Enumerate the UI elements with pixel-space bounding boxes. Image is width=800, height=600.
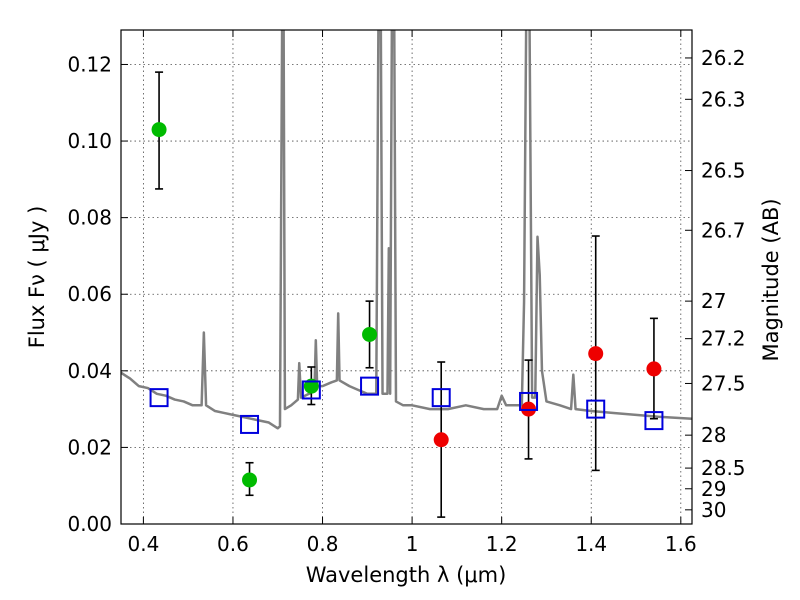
- y-tick-label: 0.00: [67, 512, 112, 536]
- mag-tick-label: 28.5: [701, 456, 746, 480]
- mag-tick-label: 28: [701, 423, 726, 447]
- y-tick-label: 0.12: [67, 52, 112, 76]
- green-data-point: [151, 122, 167, 138]
- x-tick-label: 0.4: [127, 532, 159, 556]
- y-tick-label: 0.02: [67, 435, 112, 459]
- green-data-point: [362, 326, 378, 342]
- red-data-point: [588, 346, 604, 362]
- mag-tick-label: 27: [701, 289, 726, 313]
- mag-tick-label: 29: [701, 477, 726, 501]
- y-tick-label: 0.10: [67, 129, 112, 153]
- y2-axis-title: Magnitude (AB): [759, 198, 783, 361]
- photometry-square-point: [644, 411, 664, 431]
- mag-tick-label: 27.2: [701, 327, 746, 351]
- mag-tick-label: 26.7: [701, 218, 746, 242]
- photometry-square-point: [519, 391, 539, 411]
- photometry-square-point: [586, 399, 606, 419]
- mag-tick-label: 26.3: [701, 87, 746, 111]
- mag-tick-label: 26.2: [701, 46, 746, 70]
- y-tick-label: 0.08: [67, 206, 112, 230]
- x-tick-label: 1.6: [665, 532, 697, 556]
- x-axis-title: Wavelength λ (μm): [306, 563, 507, 587]
- marks-layer: [149, 71, 664, 518]
- photometry-square-point: [431, 388, 451, 408]
- photometry-square-point: [360, 376, 380, 396]
- mag-tick-label: 26.5: [701, 159, 746, 183]
- y-axis-title: Flux Fν ( μJy ): [25, 206, 49, 349]
- x-tick-label: 1: [406, 532, 419, 556]
- x-tick-label: 1.4: [575, 532, 607, 556]
- ticks-layer: [121, 30, 692, 525]
- y-tick-label: 0.06: [67, 282, 112, 306]
- y-tick-label: 0.04: [67, 359, 112, 383]
- labels-layer: 0.4 0.6 0.8 1 1.2 1.4 1.6 0.00 0.02 0.04 0.06 0.08 0…: [67, 46, 745, 556]
- mag-tick-label: 30: [701, 498, 726, 522]
- plot-frame: [120, 29, 693, 525]
- green-data-point: [242, 472, 258, 488]
- x-tick-label: 1.2: [486, 532, 518, 556]
- red-data-point: [433, 432, 449, 448]
- x-tick-label: 0.8: [307, 532, 339, 556]
- red-data-point: [646, 361, 662, 377]
- mag-tick-label: 27.5: [701, 371, 746, 395]
- photometry-square-point: [149, 388, 169, 408]
- photometry-square-point: [301, 380, 321, 400]
- photometry-square-point: [240, 414, 260, 434]
- grid-layer: [121, 30, 692, 525]
- model-spectrum-line: [121, 30, 692, 430]
- model-spectrum-layer: [121, 30, 692, 430]
- x-tick-label: 0.6: [217, 532, 249, 556]
